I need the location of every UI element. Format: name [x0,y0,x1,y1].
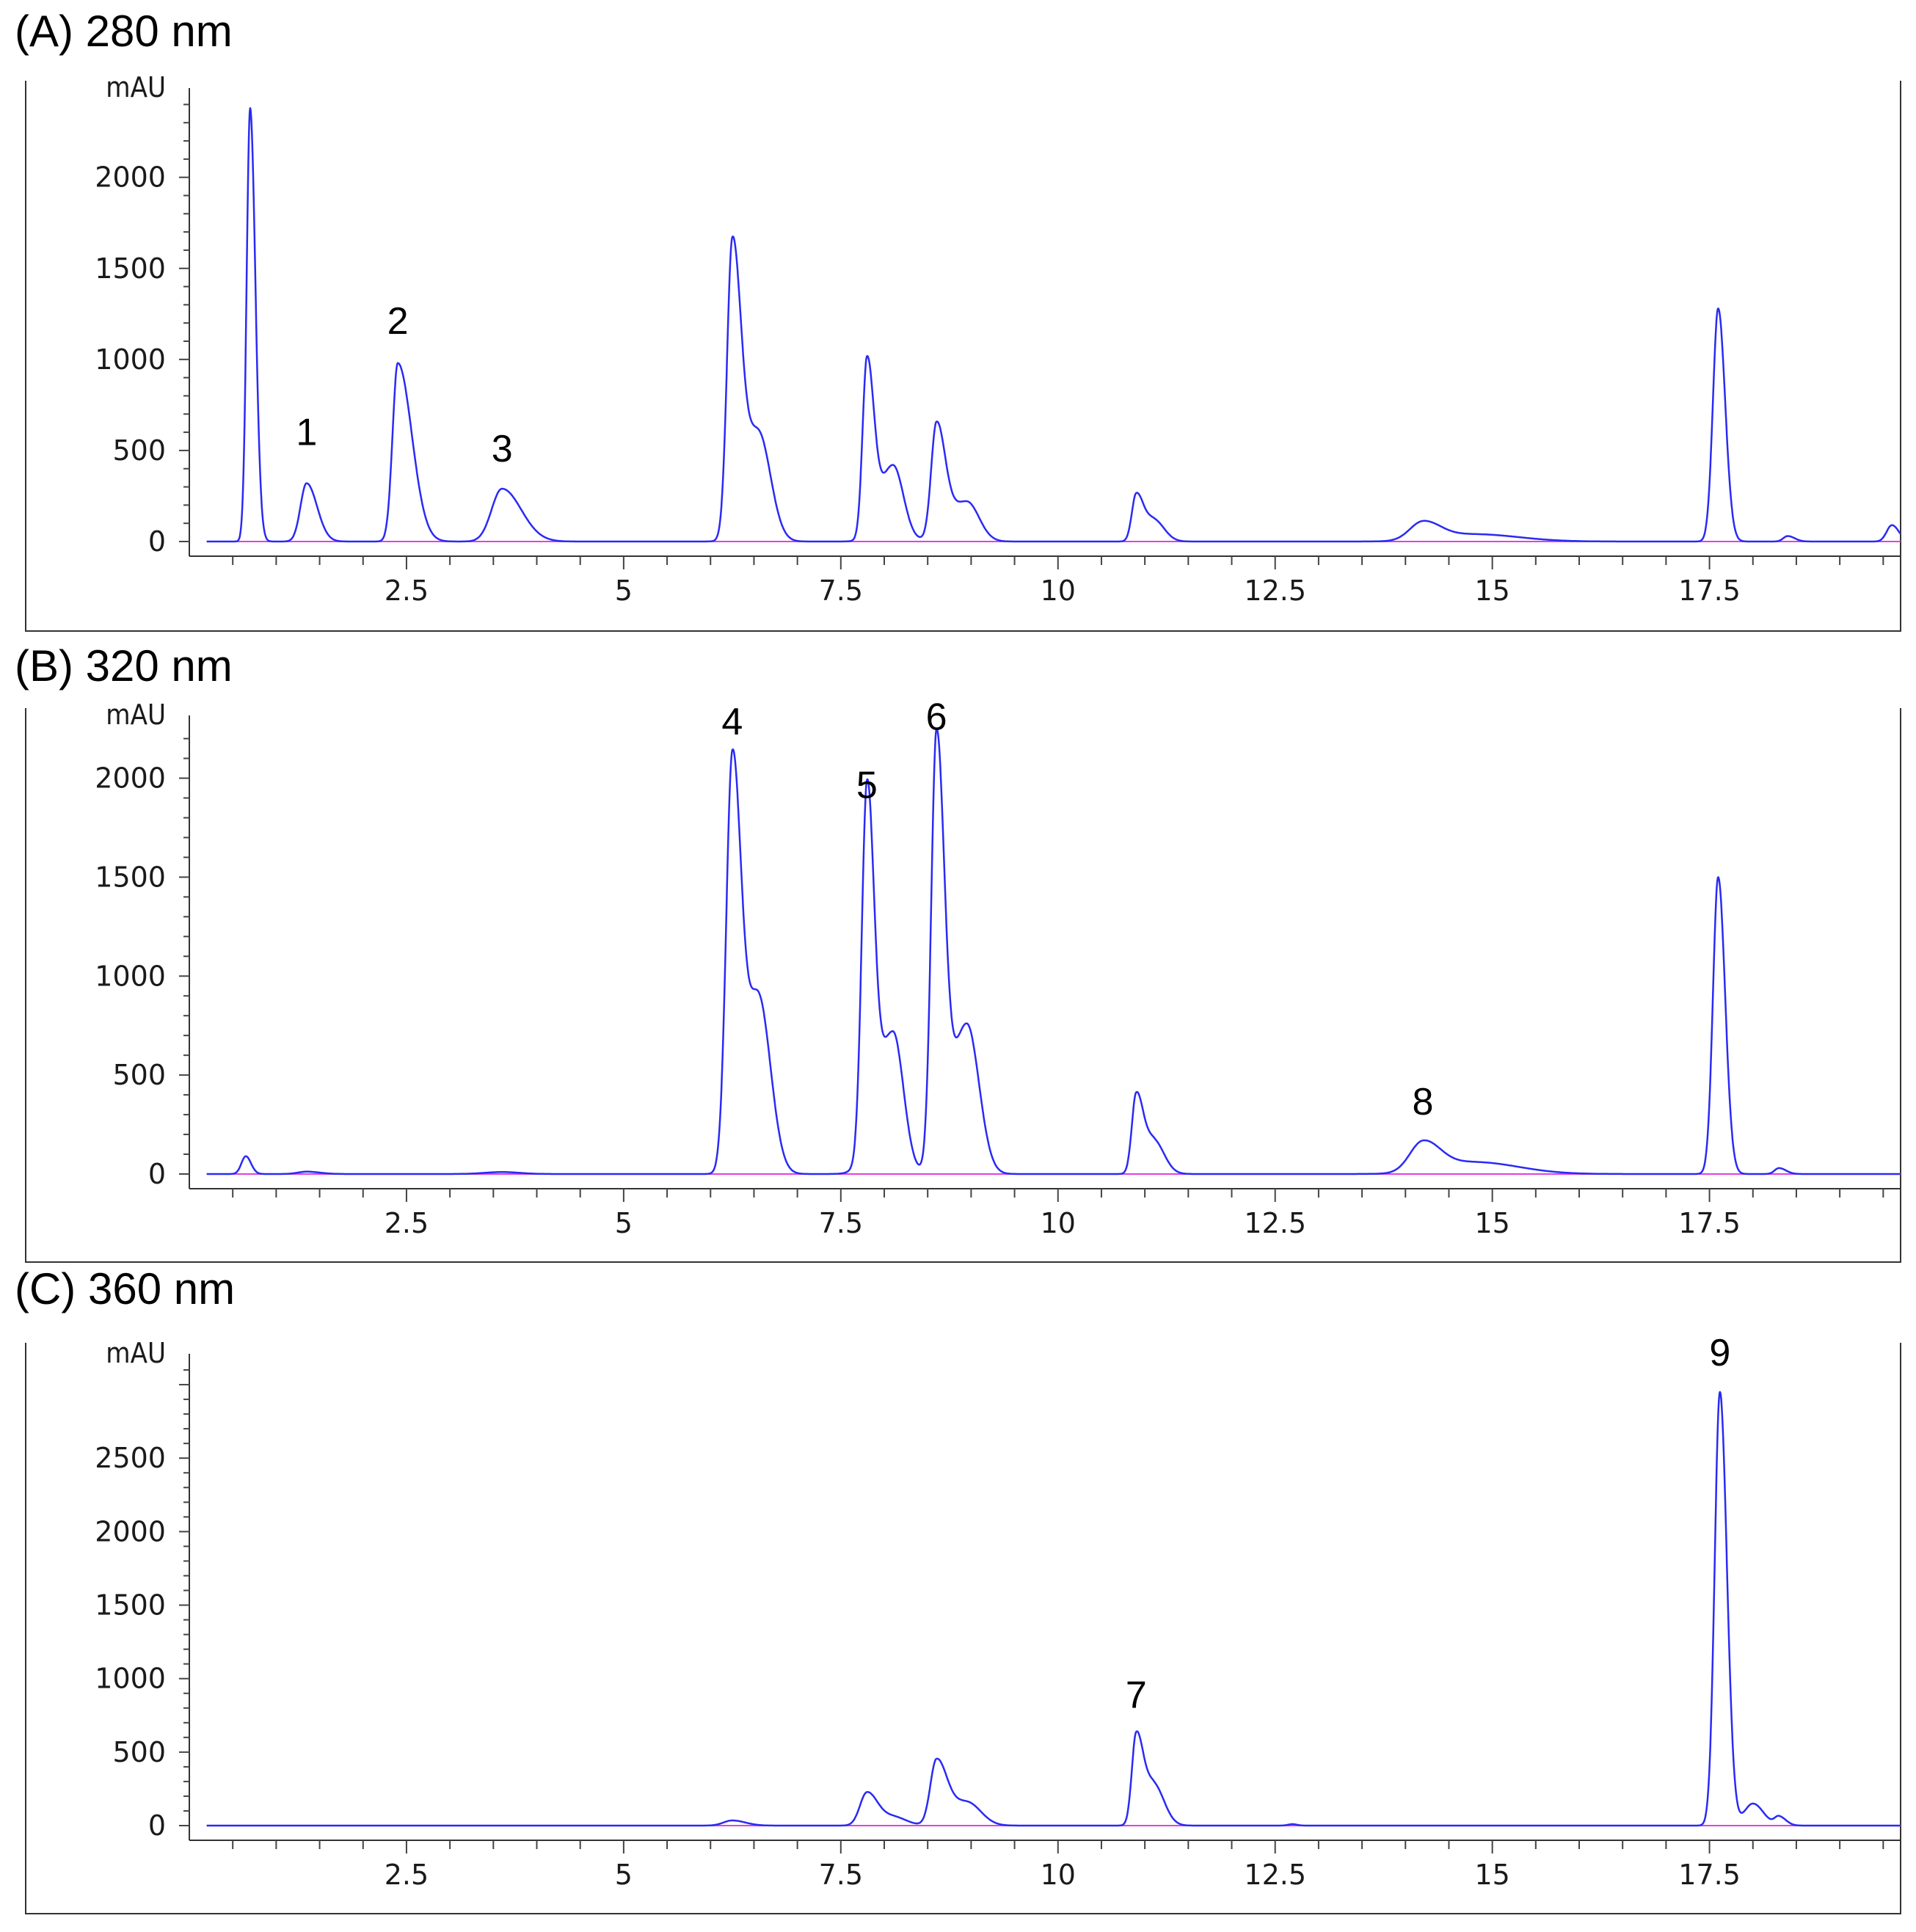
chart-title-a: (A) 280 nm [15,7,233,56]
peak-label-7: 7 [1126,1674,1147,1717]
y-tick-label: 0 [148,1158,166,1190]
x-tick-label: 12.5 [1244,575,1306,607]
x-tick-label: 17.5 [1678,575,1741,607]
x-tick-label: 10 [1041,1207,1076,1239]
y-axis-label: mAU [106,71,166,103]
x-tick-label: 5 [615,1859,633,1891]
peak-label-4: 4 [721,701,743,743]
panel-frame [25,708,1901,1263]
y-tick-label: 1000 [95,343,166,376]
y-tick-label: 500 [112,434,166,467]
y-tick-label: 1500 [95,861,166,893]
x-tick-label: 17.5 [1678,1859,1741,1891]
y-tick-label: 1500 [95,252,166,285]
chart-panel-b: 0 500 1000 1500 2000 mAU 2.5 5 7.5 10 12.5 15 17.5 4 5… [25,696,1901,1263]
x-tick-label: 10 [1041,1859,1076,1891]
peak-label-6: 6 [926,696,947,738]
x-tick-label: 15 [1474,575,1509,607]
panel-frame [25,1343,1901,1914]
y-tick-label: 500 [112,1736,166,1768]
y-axis-label: mAU [106,1337,166,1369]
x-tick-label: 12.5 [1244,1207,1306,1239]
x-tick-label: 10 [1041,575,1076,607]
y-tick-label: 2500 [95,1442,166,1474]
series-line [206,1390,1901,1827]
peak-label-5: 5 [856,765,878,807]
x-tick-label: 15 [1474,1207,1509,1239]
x-tick-label: 5 [615,1207,633,1239]
x-tick-label: 17.5 [1678,1207,1741,1239]
peak-label-3: 3 [492,428,513,470]
peak-label-2: 2 [387,300,409,343]
series-line [206,728,1901,1175]
y-tick-label: 2000 [95,1515,166,1548]
y-tick-label: 2000 [95,161,166,194]
chart-panel-a: 0 500 1000 1500 2000 mAU 2.5 5 7.5 10 12.5 15 17.5 1 2… [25,71,1901,632]
y-tick-label: 1500 [95,1589,166,1622]
x-tick-label: 7.5 [819,1859,863,1891]
y-tick-label: 1000 [95,960,166,992]
series-line [206,107,1901,543]
chart-panel-c: 0 500 1000 1500 2000 2500 mAU 2.5 5 7.5 10 12.5 15 17… [25,1332,1901,1914]
x-tick-label: 2.5 [385,1859,429,1891]
x-tick-label: 7.5 [819,1207,863,1239]
x-tick-label: 2.5 [385,575,429,607]
chart-title-c: (C) 360 nm [15,1264,236,1313]
y-tick-label: 0 [148,1809,166,1842]
x-tick-label: 12.5 [1244,1859,1306,1891]
y-tick-label: 500 [112,1059,166,1091]
x-tick-label: 15 [1474,1859,1509,1891]
y-tick-label: 2000 [95,762,166,795]
peak-label-1: 1 [296,411,317,453]
panel-frame [25,81,1901,632]
peak-label-9: 9 [1709,1332,1730,1374]
x-tick-label: 5 [615,575,633,607]
x-tick-label: 2.5 [385,1207,429,1239]
y-tick-label: 0 [148,525,166,558]
peak-label-8: 8 [1412,1081,1433,1123]
chart-title-b: (B) 320 nm [15,641,233,690]
y-axis-label: mAU [106,699,166,731]
y-tick-label: 1000 [95,1663,166,1695]
x-tick-label: 7.5 [819,575,863,607]
